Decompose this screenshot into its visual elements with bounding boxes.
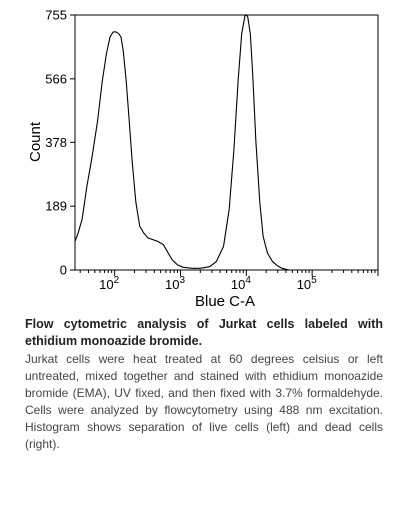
histogram-series-line (74, 14, 378, 271)
x-tick-label-base: 10 (165, 277, 179, 292)
y-tick-label: 755 (45, 8, 67, 23)
y-tick-label: 189 (45, 199, 67, 214)
plot-frame (74, 14, 379, 271)
x-tick-label-exponent: 4 (245, 275, 251, 286)
caption-body: Jurkat cells were heat treated at 60 deg… (25, 352, 383, 451)
x-tick-label-base: 10 (231, 277, 245, 292)
y-tick-label: 566 (45, 71, 67, 86)
x-tick-label-exponent: 5 (311, 275, 317, 286)
x-tick-label-base: 10 (99, 277, 113, 292)
y-axis-title: Count (27, 121, 44, 162)
x-tick-label: 10 2 (99, 275, 119, 292)
figure-caption: Flow cytometric analysis of Jurkat cells… (25, 316, 383, 453)
x-tick-label: 10 3 (165, 275, 185, 292)
x-tick-label-base: 10 (297, 277, 311, 292)
caption-title: Flow cytometric analysis of Jurkat cells… (25, 317, 383, 348)
y-axis-ticks: 0 189 378 566 755 (45, 8, 75, 278)
x-tick-label-exponent: 3 (179, 275, 185, 286)
x-axis-ticks: 10 2 10 3 10 4 10 5 (79, 270, 379, 292)
x-axis-title: Blue C-A (195, 293, 255, 310)
x-tick-label-exponent: 2 (114, 275, 120, 286)
x-tick-label: 10 4 (231, 275, 251, 292)
y-tick-label: 0 (60, 263, 67, 278)
x-tick-label: 10 5 (297, 275, 317, 292)
y-tick-label: 378 (45, 135, 67, 150)
